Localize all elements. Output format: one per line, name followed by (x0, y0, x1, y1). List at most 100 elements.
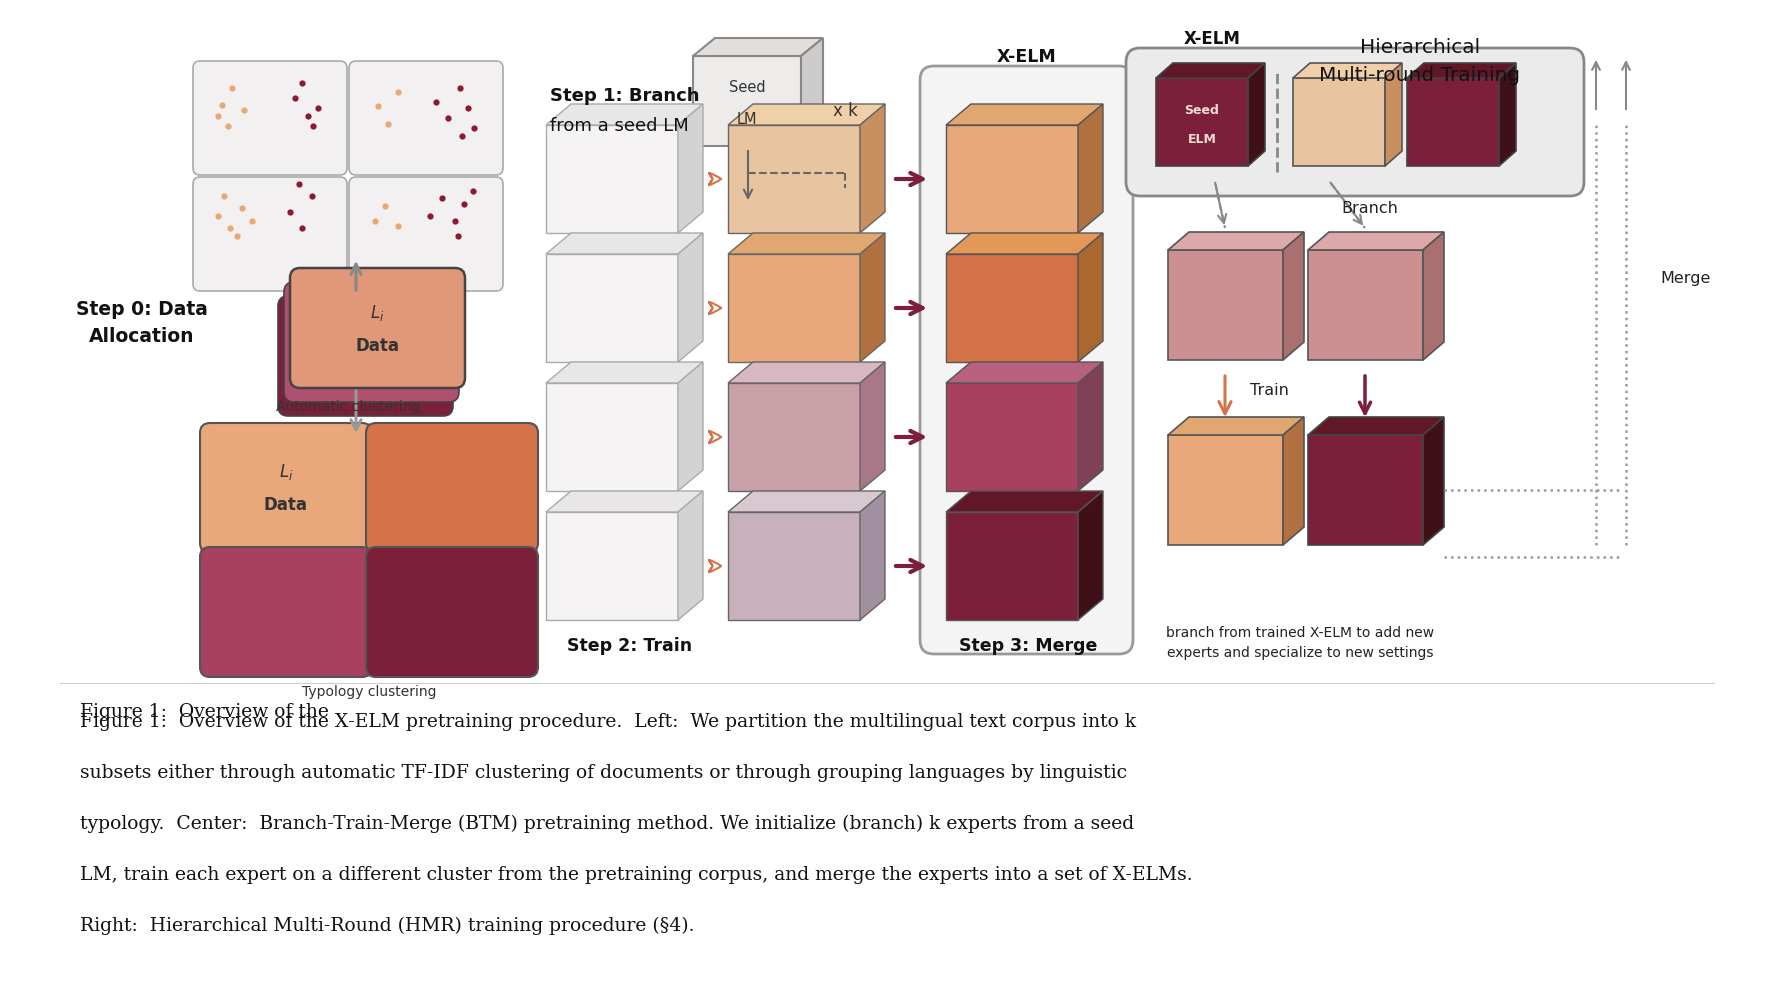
FancyBboxPatch shape (1126, 48, 1583, 196)
Polygon shape (546, 233, 702, 254)
Polygon shape (945, 362, 1103, 383)
Text: Step 3: Merge: Step 3: Merge (959, 637, 1097, 655)
Polygon shape (801, 38, 823, 146)
Polygon shape (1246, 64, 1264, 166)
FancyBboxPatch shape (284, 282, 459, 402)
Polygon shape (945, 104, 1103, 125)
Polygon shape (1385, 64, 1401, 166)
Text: Data: Data (355, 337, 399, 355)
Polygon shape (1307, 232, 1443, 250)
Polygon shape (693, 56, 801, 146)
Polygon shape (860, 362, 885, 491)
Text: branch from trained X-ELM to add new
experts and specialize to new settings: branch from trained X-ELM to add new exp… (1165, 626, 1433, 660)
Text: $L_i$: $L_i$ (278, 462, 293, 482)
Polygon shape (546, 125, 677, 233)
Polygon shape (727, 104, 885, 125)
FancyBboxPatch shape (365, 547, 537, 677)
Text: Data: Data (264, 496, 309, 513)
Text: subsets either through automatic TF‑IDF clustering of documents or through group: subsets either through automatic TF‑IDF … (80, 764, 1126, 782)
Polygon shape (945, 491, 1103, 512)
Polygon shape (945, 512, 1078, 620)
Text: Figure 1:  Overview of the X‑ELM pretraining procedure.  Left:  We partition the: Figure 1: Overview of the X‑ELM pretrain… (80, 713, 1135, 731)
Text: $L_i$: $L_i$ (371, 303, 385, 323)
Polygon shape (945, 383, 1078, 491)
Polygon shape (546, 104, 702, 125)
Text: ELM: ELM (1186, 133, 1216, 146)
Text: Seed: Seed (1184, 104, 1218, 117)
FancyBboxPatch shape (200, 547, 372, 677)
Polygon shape (693, 38, 823, 56)
Text: Typology clustering: Typology clustering (301, 685, 436, 699)
Polygon shape (860, 233, 885, 362)
FancyBboxPatch shape (278, 296, 452, 416)
Text: Step 1: Branch: Step 1: Branch (550, 87, 699, 105)
FancyBboxPatch shape (365, 423, 537, 553)
Polygon shape (1282, 232, 1303, 360)
Polygon shape (1156, 78, 1246, 166)
Polygon shape (677, 362, 702, 491)
Polygon shape (677, 491, 702, 620)
FancyBboxPatch shape (200, 423, 372, 553)
Polygon shape (727, 125, 860, 233)
Polygon shape (945, 233, 1103, 254)
Polygon shape (1078, 491, 1103, 620)
Polygon shape (727, 383, 860, 491)
FancyBboxPatch shape (193, 61, 348, 175)
Text: x k: x k (832, 102, 856, 120)
Polygon shape (1167, 417, 1303, 435)
Polygon shape (546, 383, 677, 491)
Polygon shape (1307, 435, 1422, 545)
FancyBboxPatch shape (920, 66, 1133, 654)
Text: Branch: Branch (1340, 201, 1397, 216)
FancyBboxPatch shape (349, 61, 504, 175)
Polygon shape (727, 362, 885, 383)
Polygon shape (945, 254, 1078, 362)
Polygon shape (1498, 64, 1516, 166)
Polygon shape (1078, 233, 1103, 362)
Polygon shape (546, 512, 677, 620)
Polygon shape (860, 491, 885, 620)
Text: X-ELM: X-ELM (1183, 30, 1239, 48)
Text: Figure 1:  Overview of the: Figure 1: Overview of the (80, 703, 335, 721)
Polygon shape (1156, 64, 1264, 78)
Polygon shape (945, 125, 1078, 233)
Text: typology.  Center:  Branch-Train-Merge (BTM) pretraining method. We initialize (: typology. Center: Branch-Train-Merge (BT… (80, 815, 1133, 834)
Polygon shape (1406, 78, 1498, 166)
FancyBboxPatch shape (193, 177, 348, 291)
Polygon shape (1293, 78, 1385, 166)
Polygon shape (727, 233, 885, 254)
Text: Merge: Merge (1660, 270, 1709, 285)
Polygon shape (1167, 250, 1282, 360)
Text: Seed: Seed (729, 80, 764, 95)
Polygon shape (727, 254, 860, 362)
Text: X-ELM: X-ELM (996, 48, 1055, 66)
Polygon shape (1078, 362, 1103, 491)
Polygon shape (1293, 64, 1401, 78)
Text: LM: LM (736, 112, 757, 126)
Polygon shape (1406, 64, 1516, 78)
Polygon shape (1422, 232, 1443, 360)
FancyBboxPatch shape (289, 268, 465, 388)
Text: Hierarchical
Multi-round Training: Hierarchical Multi-round Training (1319, 38, 1519, 85)
Text: Automatic clustering: Automatic clustering (275, 400, 420, 414)
Polygon shape (1307, 417, 1443, 435)
Text: Train: Train (1250, 382, 1289, 397)
Polygon shape (1422, 417, 1443, 545)
Polygon shape (727, 491, 885, 512)
Polygon shape (677, 233, 702, 362)
Polygon shape (677, 104, 702, 233)
Polygon shape (546, 362, 702, 383)
Polygon shape (1307, 250, 1422, 360)
Text: Step 0: Data
Allocation: Step 0: Data Allocation (76, 300, 207, 346)
Text: LM, train each expert on a different cluster from the pretraining corpus, and me: LM, train each expert on a different clu… (80, 866, 1191, 884)
Polygon shape (727, 512, 860, 620)
Text: Step 2: Train: Step 2: Train (567, 637, 691, 655)
Polygon shape (1167, 232, 1303, 250)
Polygon shape (1167, 435, 1282, 545)
Polygon shape (1282, 417, 1303, 545)
Text: Right:  Hierarchical Multi-Round (HMR) training procedure (§4).: Right: Hierarchical Multi-Round (HMR) tr… (80, 917, 693, 935)
Polygon shape (546, 254, 677, 362)
Text: from a seed LM: from a seed LM (550, 117, 688, 135)
FancyBboxPatch shape (349, 177, 504, 291)
Polygon shape (1078, 104, 1103, 233)
